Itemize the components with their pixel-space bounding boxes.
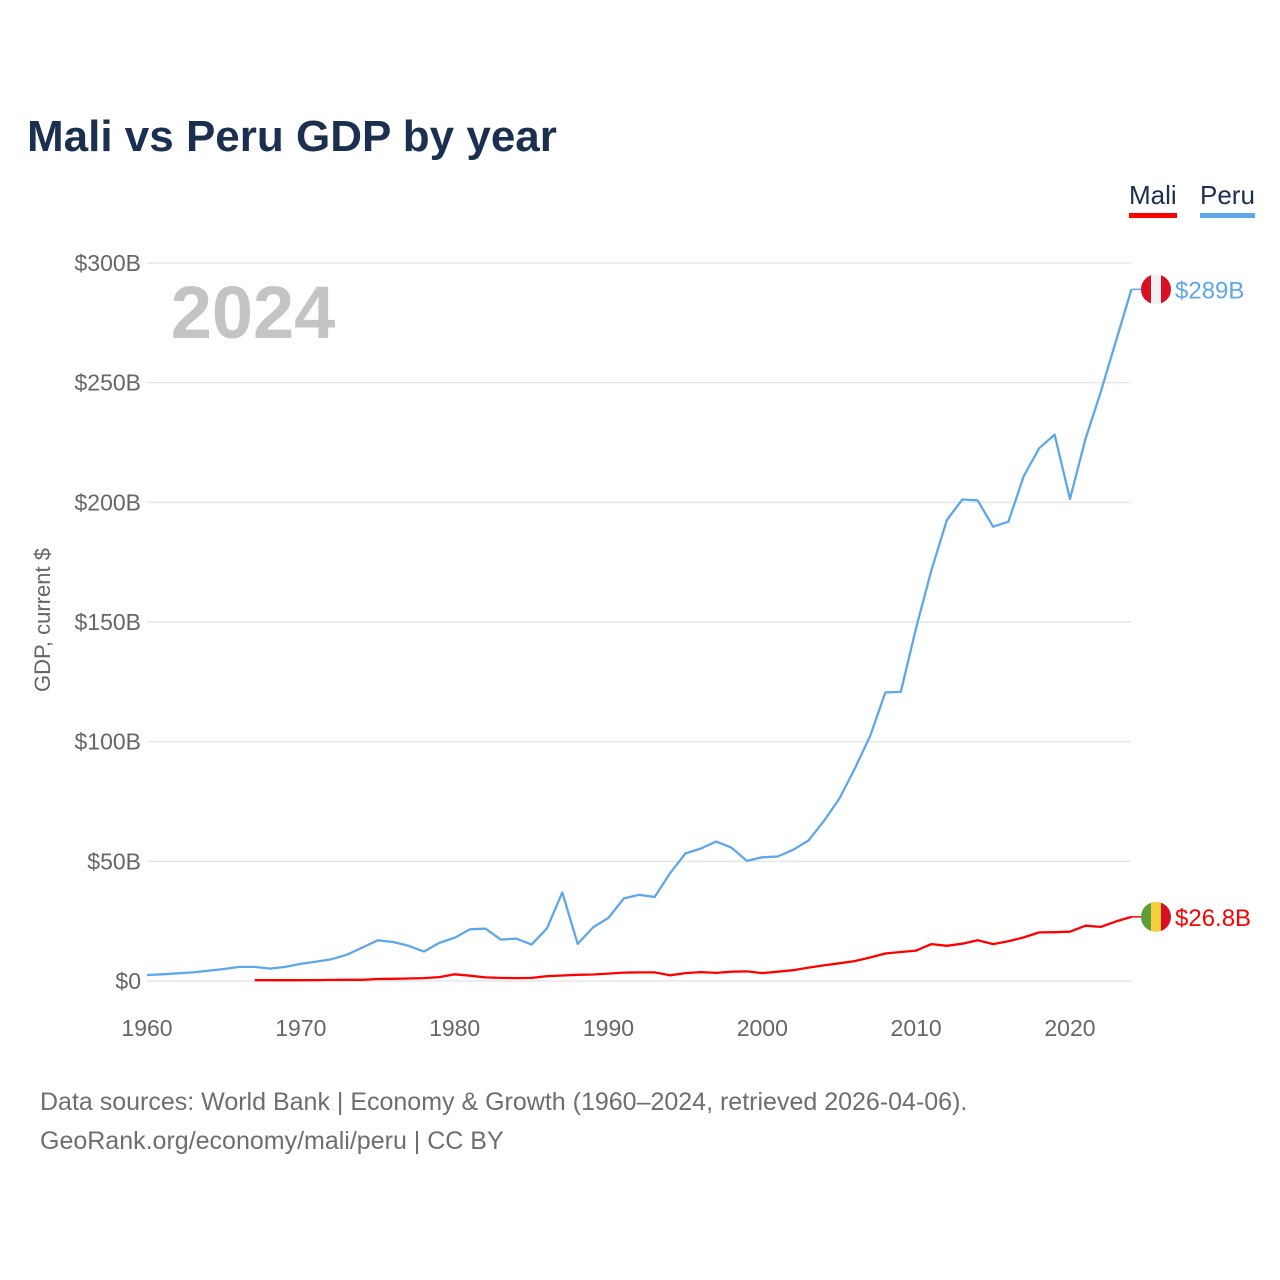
peru-flag-icon	[1141, 274, 1171, 305]
x-tick-label: 1990	[583, 1015, 634, 1041]
legend-mali[interactable]: Mali	[1129, 180, 1177, 218]
legend-label: Peru	[1200, 180, 1255, 210]
series-line-mali	[254, 915, 1132, 982]
mali-flag-icon	[1141, 901, 1171, 932]
x-tick-label: 1980	[429, 1015, 480, 1041]
legend-peru[interactable]: Peru	[1200, 180, 1255, 218]
x-tick-label: 1960	[121, 1015, 172, 1041]
y-tick-label: $50B	[87, 848, 141, 874]
legend-swatch	[1129, 213, 1177, 218]
end-value-label: $289B	[1175, 277, 1244, 304]
legend-label: Mali	[1129, 180, 1177, 210]
x-tick-label: 2000	[737, 1015, 788, 1041]
y-tick-label: $250B	[74, 370, 141, 396]
chart-title: Mali vs Peru GDP by year	[27, 112, 557, 161]
y-tick-label: $100B	[74, 729, 141, 755]
footer: Data sources: World Bank | Economy & Gro…	[40, 1083, 967, 1161]
y-axis-label: GDP, current $	[30, 548, 55, 692]
x-tick-label: 1970	[275, 1015, 326, 1041]
x-tick-label: 2020	[1044, 1015, 1095, 1041]
source-link[interactable]: GeoRank.org/economy/mali/peru | CC BY	[40, 1127, 504, 1155]
legend-swatch	[1200, 213, 1255, 218]
end-value-label: $26.8B	[1175, 905, 1251, 932]
y-tick-label: $150B	[74, 609, 141, 635]
y-tick-label: $200B	[74, 489, 141, 515]
y-tick-label: $0	[115, 968, 141, 994]
year-watermark: 2024	[171, 271, 336, 354]
source-text: Data sources: World Bank | Economy & Gro…	[40, 1088, 968, 1116]
x-tick-label: 2010	[891, 1015, 942, 1041]
series-line-peru	[146, 288, 1133, 977]
y-tick-label: $300B	[74, 250, 141, 276]
